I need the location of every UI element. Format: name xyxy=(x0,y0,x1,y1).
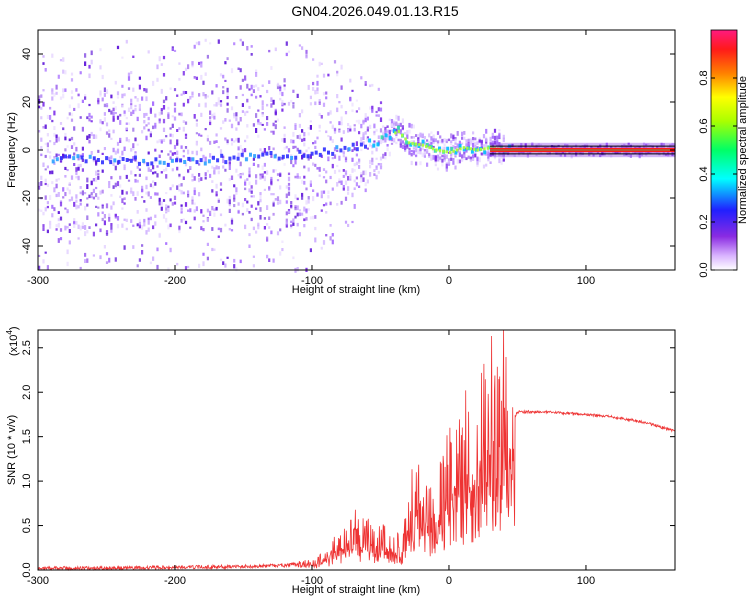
snr-ytick-label: 1.5 xyxy=(21,429,33,444)
svg-text:(x104): (x104) xyxy=(5,326,20,356)
spectrogram-xlabel: Height of straight line (km) xyxy=(292,284,420,296)
colorbar-tick-label: 0.0 xyxy=(698,262,710,277)
snr-ytick-label: 1.0 xyxy=(21,473,33,488)
snr-plot: -300 -200 -100 0 100 0.0 0.5 1.0 1.5 2.0 2.5 Heigh… xyxy=(5,326,676,596)
snr-ytick-label: 2.0 xyxy=(21,385,33,400)
colorbar: 0.0 0.2 0.4 0.6 0.8 Normalized spectral ampl… xyxy=(698,29,749,278)
snr-ylabel: SNR (10 * v/v) xyxy=(6,415,18,485)
colorbar-gradient xyxy=(710,29,738,271)
colorbar-tick-label: 0.4 xyxy=(698,166,710,181)
snr-axes: -300 -200 -100 0 100 0.0 0.5 1.0 1.5 2.0 2.5 xyxy=(21,330,675,587)
snr-series-line xyxy=(38,329,676,572)
spectrogram-ytick-label: -40 xyxy=(21,238,33,254)
snr-ytick-label: 0.0 xyxy=(21,562,33,577)
spectrogram-frame xyxy=(37,29,676,271)
snr-line-path xyxy=(38,329,676,572)
spectrogram-ytick-label: 40 xyxy=(21,48,33,60)
snr-xtick-label: -200 xyxy=(164,575,186,587)
colorbar-label: Normalized spectral amplitude xyxy=(737,76,749,224)
spectrogram-ytick-label: 0 xyxy=(21,147,33,153)
snr-xlabel: Height of straight line (km) xyxy=(292,584,420,596)
snr-multiplier: (x104) xyxy=(5,326,20,356)
page-title: GN04.2026.049.01.13.R15 xyxy=(291,3,459,19)
spectrogram-xtick-label: 0 xyxy=(446,275,452,287)
snr-xtick-label: -300 xyxy=(27,575,49,587)
snr-xtick-label: 100 xyxy=(577,575,595,587)
snr-ytick-label: 2.5 xyxy=(21,340,33,355)
colorbar-tick-label: 0.8 xyxy=(698,70,710,85)
snr-frame xyxy=(37,329,676,571)
spectrogram-xtick-label: -300 xyxy=(27,275,49,287)
spectrogram-ylabel: Frequency (Hz) xyxy=(6,112,18,188)
spectrogram-ridge xyxy=(51,125,675,167)
snr-ytick-label: 0.5 xyxy=(21,518,33,533)
colorbar-ticks: 0.0 0.2 0.4 0.6 0.8 xyxy=(698,70,737,278)
colorbar-tick-label: 0.6 xyxy=(698,118,710,133)
spectrogram-xtick-label: 100 xyxy=(577,275,595,287)
spectrogram-xtick-label: -100 xyxy=(301,275,323,287)
spectrogram-ytick-label: 20 xyxy=(21,96,33,108)
colorbar-tick-label: 0.2 xyxy=(698,214,710,229)
spectrogram-ytick-label: -20 xyxy=(21,190,33,206)
spectrogram-xtick-label: -200 xyxy=(164,275,186,287)
snr-xtick-label: -100 xyxy=(301,575,323,587)
snr-xtick-label: 0 xyxy=(446,575,452,587)
